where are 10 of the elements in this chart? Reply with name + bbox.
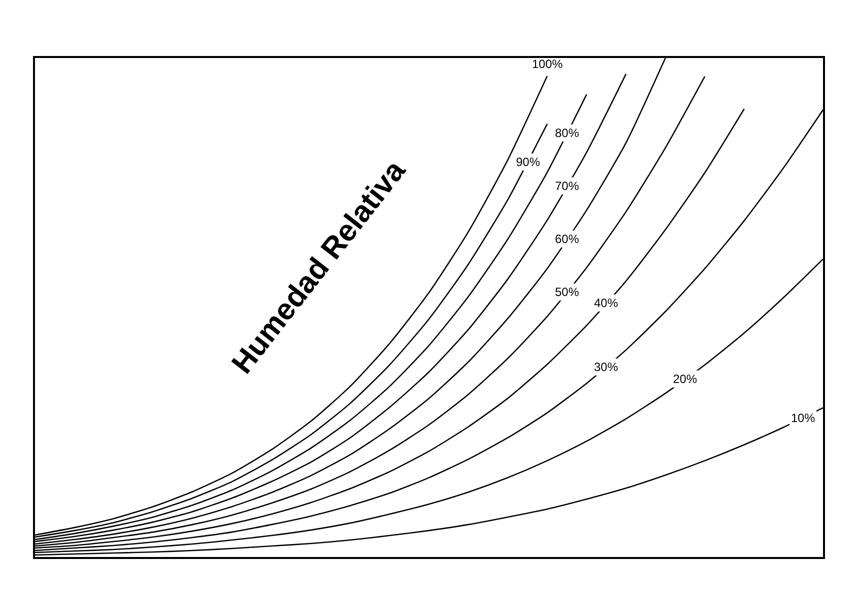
series-label: 50% xyxy=(555,285,580,299)
series-label: 40% xyxy=(594,296,618,310)
series-label: 100% xyxy=(532,57,564,71)
series-label: 30% xyxy=(594,360,618,374)
series-label: 80% xyxy=(555,126,580,140)
series-label: 90% xyxy=(516,155,540,169)
series-label: 70% xyxy=(555,179,580,193)
series-label: 20% xyxy=(673,372,698,386)
series-label: 60% xyxy=(555,232,580,246)
series-label: 10% xyxy=(791,411,816,425)
